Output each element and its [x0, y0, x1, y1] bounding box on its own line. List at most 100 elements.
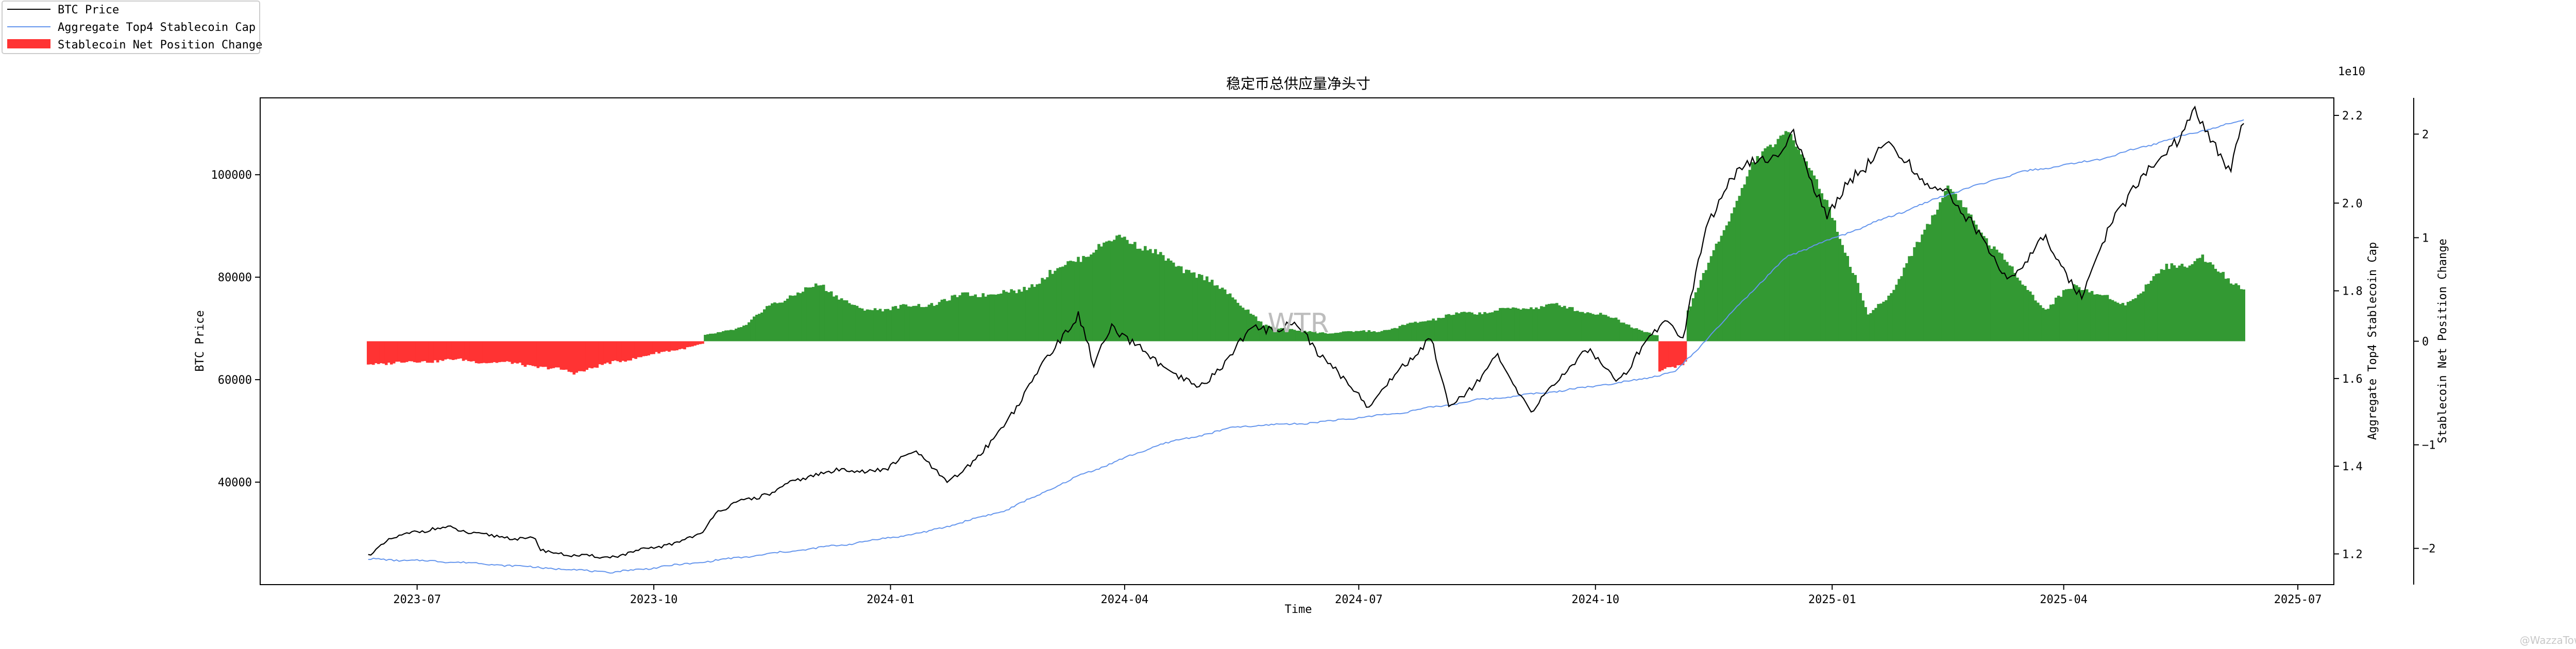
net-position-bar	[1599, 313, 1602, 341]
net-position-bar	[449, 341, 452, 360]
net-position-bar	[588, 341, 591, 368]
net-position-bar	[1980, 232, 1983, 341]
net-position-bar	[557, 341, 561, 368]
net-position-bar	[1494, 311, 1497, 341]
net-position-bar	[1859, 293, 1862, 341]
net-position-bar	[881, 311, 885, 341]
net-position-bar	[1177, 266, 1180, 341]
net-position-bar	[1208, 282, 1211, 341]
net-position-bar	[1056, 268, 1059, 341]
left-axis-title: BTC Price	[194, 310, 207, 371]
net-position-bar	[1133, 242, 1137, 341]
net-position-bar	[565, 341, 568, 370]
net-position-bar	[876, 310, 879, 341]
net-position-bar	[806, 287, 810, 341]
x-tick-label: 2024-01	[867, 593, 914, 606]
net-position-bar	[1167, 258, 1170, 341]
right1-tick-label: 1.4	[2342, 460, 2363, 473]
net-position-bar	[1200, 275, 1204, 341]
net-position-bar	[1028, 287, 1031, 341]
net-position-bar	[1970, 214, 1973, 341]
net-position-bar	[1895, 284, 1898, 341]
net-position-bar	[462, 341, 465, 361]
net-position-bar	[531, 341, 535, 366]
net-position-bar	[500, 341, 504, 362]
net-position-bar	[1095, 249, 1098, 341]
net-position-bar	[1553, 303, 1556, 341]
net-position-bar	[469, 341, 473, 362]
net-position-bar	[845, 300, 849, 341]
net-position-bar	[611, 341, 614, 361]
net-position-bar	[2232, 284, 2235, 341]
net-position-bar	[1689, 306, 1692, 341]
net-position-bar	[477, 341, 481, 364]
net-position-bar	[2119, 304, 2122, 341]
net-position-bar	[1159, 252, 1162, 341]
net-position-bar	[1579, 312, 1582, 341]
net-position-bar	[1764, 148, 1767, 341]
net-position-bar	[1887, 296, 1890, 341]
net-position-bar	[2185, 267, 2189, 341]
net-position-bar	[773, 302, 776, 341]
net-position-bar	[842, 300, 846, 341]
net-position-bar	[1236, 302, 1240, 341]
net-position-bar	[1295, 331, 1299, 341]
net-position-bar	[1432, 318, 1435, 341]
net-position-bar	[1339, 332, 1343, 341]
net-position-bar	[1128, 244, 1131, 341]
net-position-bar	[2152, 276, 2156, 341]
net-position-bar	[467, 341, 470, 362]
net-position-bar	[1972, 220, 1975, 341]
net-position-bar	[2067, 288, 2071, 341]
net-position-bar	[1854, 275, 1857, 341]
net-position-bar	[1576, 311, 1579, 341]
net-position-bar	[1619, 322, 1623, 341]
net-position-bar	[2180, 264, 2184, 341]
net-position-bar	[1519, 309, 1522, 341]
net-position-bar	[2193, 261, 2197, 341]
net-position-bar	[1908, 256, 1911, 341]
net-position-bar	[2191, 264, 2194, 341]
net-position-bar	[793, 295, 797, 341]
net-position-bar	[379, 341, 383, 364]
net-position-bar	[1331, 333, 1335, 341]
net-position-bar	[1617, 319, 1620, 341]
net-position-bar	[2149, 281, 2153, 341]
net-position-bar	[1190, 272, 1193, 341]
net-position-bar	[487, 341, 491, 363]
net-position-bar	[645, 341, 648, 356]
net-position-bar	[796, 292, 800, 341]
net-position-bar	[1905, 263, 1908, 341]
net-position-bar	[2001, 253, 2004, 341]
net-position-bar	[1730, 213, 1734, 341]
net-position-bar	[1293, 330, 1296, 341]
net-position-bar	[1228, 293, 1232, 341]
net-position-bar	[2234, 283, 2238, 341]
net-position-bar	[464, 341, 468, 360]
net-position-bar	[868, 310, 872, 341]
net-position-bar	[989, 294, 993, 341]
net-position-bar	[1936, 210, 1939, 341]
net-position-bar	[1555, 303, 1558, 341]
net-position-bar	[1774, 144, 1777, 341]
net-position-bar	[1092, 252, 1095, 341]
net-position-bar	[1604, 315, 1607, 341]
net-position-bar	[1751, 162, 1754, 341]
net-position-bar	[706, 334, 709, 341]
net-position-bar	[650, 341, 653, 354]
net-position-bar	[382, 341, 385, 364]
net-position-bar	[699, 341, 702, 345]
net-position-bar	[1476, 314, 1479, 341]
net-position-bar	[1172, 262, 1175, 341]
net-position-bar	[822, 284, 825, 341]
net-position-bar	[1416, 322, 1419, 341]
net-position-bar	[737, 327, 740, 341]
net-position-bar	[1735, 200, 1739, 341]
net-position-bar	[1882, 301, 1885, 341]
net-position-bar	[423, 341, 427, 361]
net-position-bar	[1084, 257, 1088, 341]
net-position-bar	[1182, 273, 1185, 341]
net-position-bar	[1851, 272, 1854, 341]
net-position-bar	[1357, 331, 1361, 341]
net-position-bar	[2054, 297, 2058, 341]
